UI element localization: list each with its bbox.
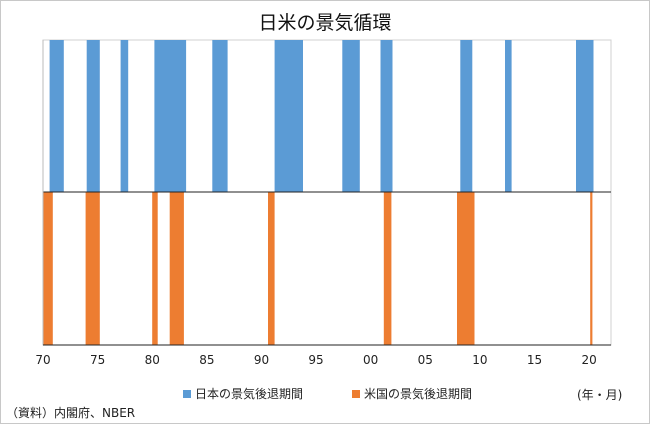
japan-recession-bar-2 [120,40,129,192]
x-tick-label-85: 85 [199,353,214,367]
x-tick-label-70: 70 [35,353,50,367]
legend-item-japan: 日本の景気後退期間 [183,385,303,402]
x-tick-label-80: 80 [145,353,160,367]
us-recession-bar-7 [590,192,593,345]
us-recession-bar-1 [85,192,100,345]
us-recession-bar-4 [268,192,275,345]
japan-recession-bar-6 [342,40,360,192]
us-recession-bar-5 [383,192,392,345]
japan-recession-bar-5 [274,40,303,192]
japan-recession-bar-1 [86,40,100,192]
x-tick-label-05: 05 [418,353,433,367]
us-recession-bar-2 [152,192,158,345]
legend-swatch-japan [183,389,191,398]
x-tick-label-00: 00 [363,353,378,367]
japan-recession-bar-0 [49,40,64,192]
x-tick-label-10: 10 [472,353,487,367]
japan-recession-bar-10 [576,40,594,192]
x-tick-label-75: 75 [90,353,105,367]
x-tick-label-20: 20 [582,353,597,367]
legend-swatch-us [352,389,360,398]
japan-recession-bar-3 [154,40,187,192]
us-recession-bar-0 [43,192,53,345]
source-note: （資料）内閣府、NBER [6,406,136,420]
x-tick-label-15: 15 [527,353,542,367]
us-recession-bar-6 [457,192,475,345]
x-tick-label-95: 95 [308,353,323,367]
japan-recession-bar-4 [212,40,228,192]
legend-item-us: 米国の景気後退期間 [352,385,472,402]
japan-recession-bar-9 [505,40,512,192]
legend-label-us: 米国の景気後退期間 [364,387,473,401]
japan-recession-bar-7 [380,40,393,192]
unit-label: (年・月) [577,388,623,402]
chart-title: 日米の景気循環 [258,12,392,34]
x-tick-label-90: 90 [254,353,269,367]
legend-label-japan: 日本の景気後退期間 [195,387,304,401]
japan-recession-bar-8 [460,40,473,192]
us-recession-bar-3 [169,192,184,345]
